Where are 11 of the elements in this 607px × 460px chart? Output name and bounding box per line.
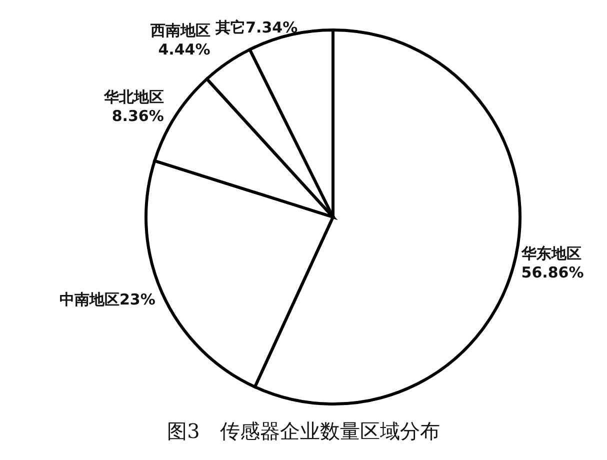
- data-label: 8.36%: [112, 106, 164, 125]
- slice-label: 华北地区: [102, 88, 164, 106]
- text: 图3 传感器企业数量区域分布: [166, 418, 441, 445]
- data-label: 56.86%: [521, 263, 584, 282]
- slice-label: 西南地区: [149, 22, 210, 40]
- slice-label: 华东地区: [520, 244, 582, 262]
- slice-label: 其它: [216, 18, 246, 36]
- data-label: 4.44%: [158, 40, 210, 59]
- data-label: 23%: [120, 290, 156, 308]
- data-label: 7.34%: [246, 18, 298, 36]
- slice-label: 中南地区: [60, 290, 120, 308]
